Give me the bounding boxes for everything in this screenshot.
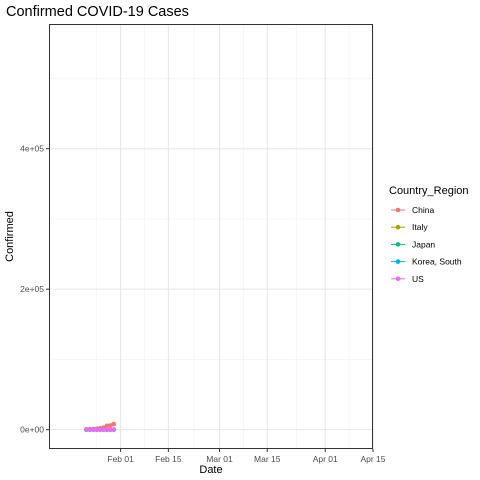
x-axis-label: Date [199,464,222,476]
legend-item-japan: Japan [391,239,435,249]
legend-key-point [395,259,401,264]
legend: Country_Region China Italy Japan Korea, Sou… [389,185,469,284]
x-tick-label: Mar 15 [254,454,281,464]
x-tick-label: Apr 15 [360,454,385,464]
x-tick-label: Feb 01 [107,454,134,464]
legend-item-us: US [391,274,424,284]
legend-label: US [412,274,424,284]
chart-title: Confirmed COVID-19 Cases [6,4,189,20]
legend-key-point [395,276,401,282]
legend-label: Japan [412,239,435,249]
data-point-us [108,427,113,432]
legend-title: Country_Region [389,185,469,197]
legend-item-china: China [391,205,434,215]
minor-gridlines [49,24,373,449]
y-tick-label: 4e+05 [20,144,44,154]
y-axis-label: Confirmed [4,211,16,262]
y-tick-label: 2e+05 [20,284,44,294]
series-layer [84,421,117,432]
plot-panel [49,24,374,449]
data-point-us [111,427,117,432]
data-point-china [111,421,117,427]
legend-item-korea-south: Korea, South [391,257,462,267]
legend-key-point [395,224,401,230]
panel-border [49,24,373,449]
data-point-us [91,427,96,432]
legend-key-point [395,242,401,247]
series-us [84,427,117,432]
legend-label: Korea, South [412,257,462,267]
data-point-us [84,427,89,432]
data-point-us [87,427,93,432]
data-point-us [101,427,106,432]
legend-item-italy: Italy [391,222,428,232]
x-axis: Feb 01 Feb 15 Mar 01 Mar 15 Apr 01 Apr 15 [107,449,386,464]
x-tick-label: Feb 15 [155,454,182,464]
legend-label: China [412,205,434,215]
data-point-us [94,427,100,432]
legend-label: Italy [412,222,428,232]
y-tick-label: 0e+00 [20,425,44,435]
y-axis: 0e+00 2e+05 4e+05 [20,144,49,435]
x-tick-label: Apr 01 [313,454,338,464]
x-tick-label: Mar 01 [206,454,233,464]
data-point-us [104,427,110,432]
legend-items: China Italy Japan Korea, South US [391,205,462,284]
panel-background [49,24,373,449]
legend-key-point [395,207,401,213]
data-point-china [104,423,110,429]
data-point-us [97,427,103,432]
